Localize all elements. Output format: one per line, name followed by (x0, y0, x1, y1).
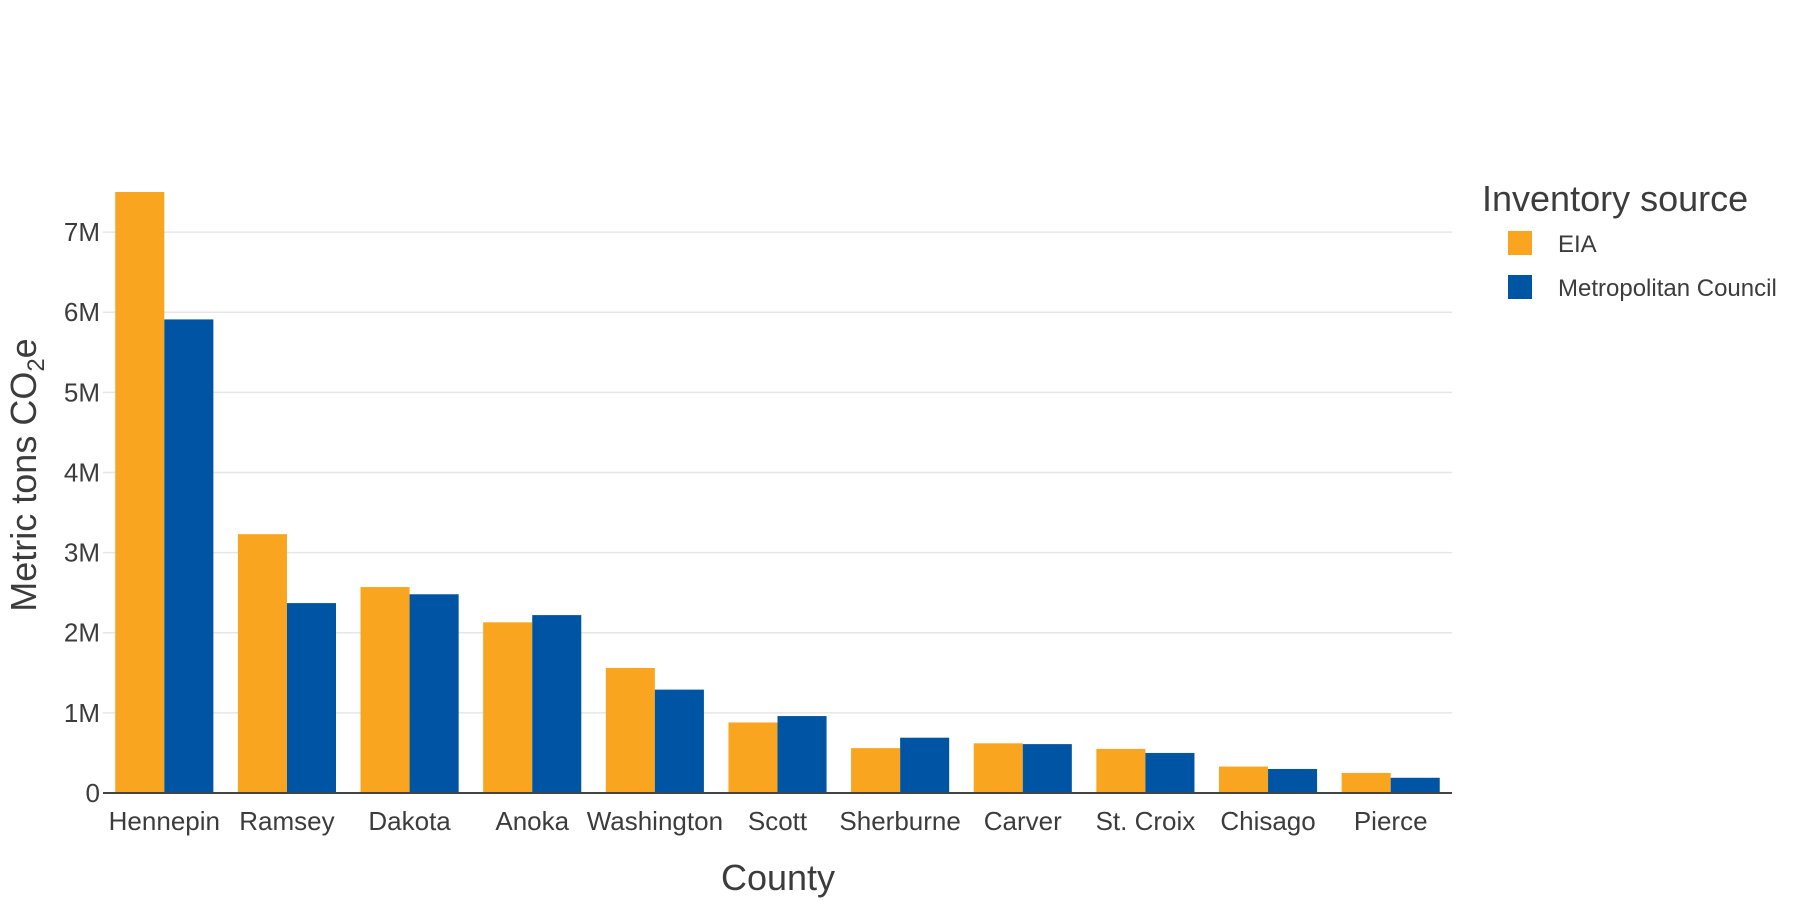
bar-eia-scott (728, 722, 778, 793)
x-axis-title: County (721, 857, 835, 898)
bar-eia-sherburne (851, 748, 901, 793)
bar-metropolitan-council-hennepin (164, 319, 214, 793)
bar-metropolitan-council-scott (777, 716, 827, 793)
y-tick-label: 1M (64, 698, 100, 728)
y-tick-label: 5M (64, 377, 100, 407)
x-tick-label: Carver (984, 806, 1062, 836)
bar-metropolitan-council-pierce (1390, 777, 1440, 793)
bar-eia-st-croix (1096, 748, 1146, 793)
x-tick-label: Sherburne (839, 806, 960, 836)
y-tick-label: 4M (64, 457, 100, 487)
legend-title: Inventory source (1482, 178, 1748, 219)
x-tick-label: Chisago (1220, 806, 1315, 836)
bar-eia-pierce (1341, 772, 1391, 793)
x-tick-label: Dakota (368, 806, 451, 836)
y-axis-title-tail: e (3, 338, 44, 358)
x-tick-label: Scott (748, 806, 808, 836)
bar-eia-hennepin (115, 192, 165, 793)
y-tick-label: 3M (64, 538, 100, 568)
x-tick-label: Anoka (495, 806, 569, 836)
y-axis-ticks: 0 1M 2M 3M 4M 5M 6M 7M (64, 217, 100, 808)
bar-eia-anoka (483, 622, 533, 793)
bar-metropolitan-council-washington (654, 689, 704, 793)
y-axis-title-main: Metric tons CO (3, 372, 44, 612)
x-tick-label: Hennepin (109, 806, 220, 836)
bars (115, 192, 1440, 793)
bar-metropolitan-council-ramsey (286, 603, 337, 793)
legend: Inventory source EIA Metropolitan Council (1482, 178, 1777, 302)
bar-eia-washington (605, 667, 655, 793)
bar-metropolitan-council-chisago (1268, 768, 1318, 793)
bar-metropolitan-council-st-croix (1145, 752, 1195, 793)
bar-metropolitan-council-anoka (532, 615, 582, 793)
x-tick-label: St. Croix (1096, 806, 1196, 836)
bar-eia-dakota (360, 587, 410, 793)
x-axis-ticks: Hennepin Ramsey Dakota Anoka Washington Scott… (109, 806, 1428, 836)
legend-label: EIA (1558, 231, 1597, 258)
y-tick-label: 2M (64, 618, 100, 648)
y-axis-title-subscript: 2 (23, 358, 50, 371)
y-axis-title: Metric tons CO2e (3, 338, 50, 611)
legend-items: EIA Metropolitan Council (1508, 231, 1777, 302)
bar-metropolitan-council-dakota (409, 594, 459, 793)
y-tick-label: 7M (64, 217, 100, 247)
legend-label: Metropolitan Council (1558, 275, 1777, 302)
bar-eia-carver (973, 743, 1023, 793)
y-tick-label: 6M (64, 297, 100, 327)
x-tick-label: Pierce (1354, 806, 1428, 836)
bar-metropolitan-council-sherburne (900, 737, 950, 793)
x-tick-label: Ramsey (239, 806, 334, 836)
legend-swatch (1508, 275, 1532, 299)
y-tick-label: 0 (86, 778, 100, 808)
x-tick-label: Washington (587, 806, 723, 836)
bar-eia-ramsey (237, 534, 287, 793)
bar-metropolitan-council-carver (1022, 744, 1072, 793)
bar-eia-chisago (1218, 766, 1269, 793)
legend-swatch (1508, 231, 1532, 255)
